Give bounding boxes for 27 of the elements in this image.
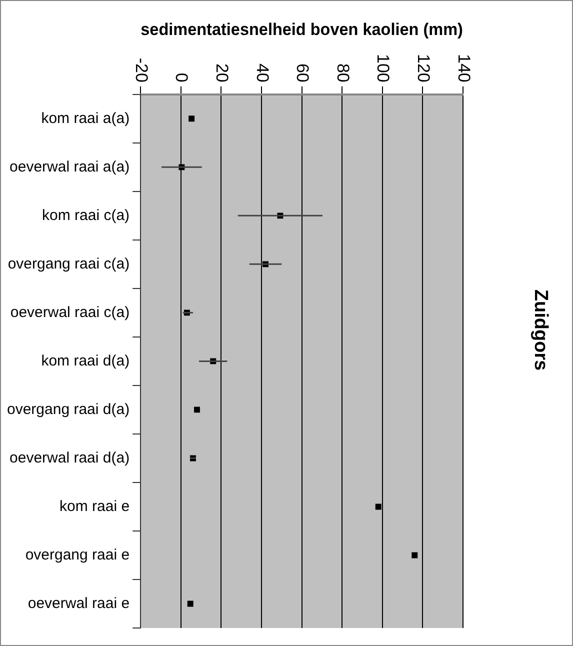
y-tick-label: oeverwal raai e: [28, 594, 130, 612]
x-tick-label: 0: [172, 72, 192, 82]
x-tick-label: 40: [252, 63, 272, 82]
x-tick-label: 20: [212, 63, 232, 82]
y2-axis-title: Zuidgors: [529, 289, 551, 371]
y-tick-label: kom raai d(a): [41, 352, 130, 370]
point: [412, 552, 418, 558]
y-tick-label: overgang raai e: [25, 546, 130, 564]
point: [194, 406, 200, 413]
y-tick-label: oeverwal raai d(a): [10, 449, 130, 466]
y-tick-label: overgang raai d(a): [6, 400, 130, 418]
y-tick-label: kom raai c(a): [42, 206, 130, 224]
point: [188, 116, 195, 122]
x-tick-label: 60: [293, 63, 312, 82]
y-tick-label: kom raai e: [60, 498, 130, 515]
y-tick-label: oeverwal raai a(a): [10, 158, 130, 176]
point: [375, 504, 382, 510]
x-axis-title: sedimentatiesnelheid boven kaolien (mm): [140, 20, 463, 39]
x-tick-label: 140: [454, 54, 474, 82]
y-tick-label: oeverwal raai c(a): [10, 304, 130, 321]
x-tick-label: 120: [414, 54, 434, 82]
x-tick-label: 80: [333, 63, 352, 82]
x-tick-label: -20: [132, 58, 151, 82]
point: [187, 600, 194, 607]
x-tick-label: 100: [374, 54, 393, 82]
y-tick-label: kom raai a(a): [41, 110, 130, 127]
y-tick-label: overgang raai c(a): [8, 255, 130, 272]
